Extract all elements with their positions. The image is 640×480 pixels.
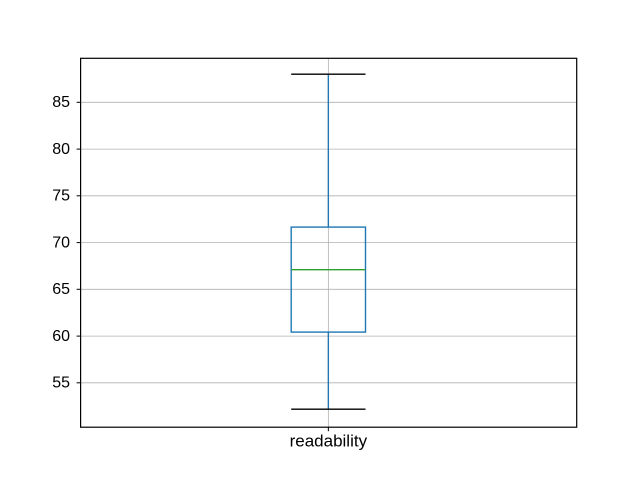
svg-text:60: 60 xyxy=(52,328,70,345)
svg-text:75: 75 xyxy=(52,188,70,205)
svg-text:readability: readability xyxy=(290,432,368,451)
svg-text:65: 65 xyxy=(52,281,70,298)
svg-text:55: 55 xyxy=(52,375,70,392)
svg-text:85: 85 xyxy=(52,94,70,111)
svg-text:70: 70 xyxy=(52,234,70,251)
svg-text:80: 80 xyxy=(52,141,70,158)
